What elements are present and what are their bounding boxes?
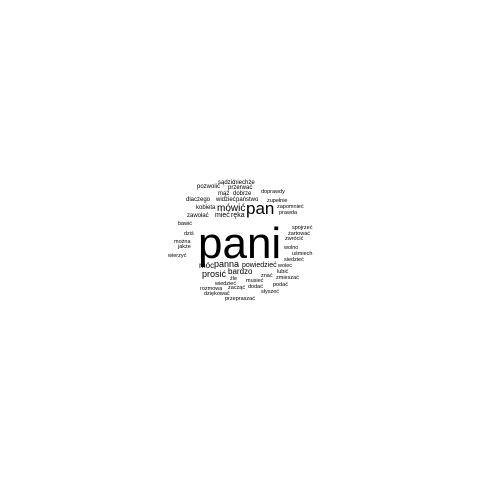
cloud-word: wolec (278, 263, 293, 269)
cloud-word: zupełnie (267, 198, 288, 204)
cloud-word: zwrócić (285, 236, 304, 242)
cloud-word: ręka (231, 212, 245, 219)
cloud-word: pan (246, 199, 275, 218)
cloud-word: móc (199, 261, 215, 270)
cloud-word: przerwać (228, 185, 253, 191)
cloud-word: widzieć (216, 197, 236, 203)
cloud-word: wiedzieć (215, 281, 237, 287)
cloud-word: znać (261, 273, 273, 279)
cloud-word: dziś (184, 231, 194, 237)
cloud-word: siedzieć (284, 257, 304, 263)
cloud-word: mówić (217, 203, 246, 214)
cloud-word: panna (214, 259, 240, 269)
cloud-word: bardzo (228, 267, 253, 276)
cloud-word: zapomnieć (277, 204, 304, 210)
cloud-word: dobrze (233, 191, 252, 197)
cloud-word: lubić (277, 269, 289, 275)
cloud-word: doprawdy (261, 189, 285, 195)
cloud-word: powiedzieć (242, 262, 277, 269)
cloud-word: podać (273, 282, 288, 288)
cloud-word: żartować (288, 231, 311, 237)
cloud-word: wierzyć (168, 253, 187, 259)
cloud-word: kobieta (196, 205, 216, 211)
cloud-word: dlaczego (186, 197, 211, 203)
cloud-word: prawda (279, 210, 298, 216)
cloud-word: źle (230, 276, 238, 282)
cloud-word: uśmiech (292, 251, 313, 257)
cloud-word: prosić (202, 269, 227, 279)
cloud-word: można (174, 239, 191, 245)
cloud-word: dodać (248, 284, 263, 290)
cloud-word: mąż (218, 191, 230, 197)
cloud-word: mieć (215, 212, 230, 219)
cloud-word: jakże (178, 244, 191, 250)
cloud-word: bawić (178, 221, 193, 227)
cloud-word: pani (198, 219, 282, 268)
cloud-word: przepraszać (225, 296, 255, 302)
cloud-word: rozmowa (200, 286, 223, 292)
cloud-word: dziękować (204, 291, 230, 297)
cloud-word: państwo (236, 197, 259, 203)
cloud-word: słyszeć (261, 289, 280, 295)
cloud-word: sądzić (218, 180, 236, 186)
cloud-word: zacząć (228, 285, 246, 291)
cloud-word: spojrzeć (292, 225, 313, 231)
cloud-word: pozwolić (197, 184, 221, 190)
cloud-word: niechże (234, 180, 255, 186)
cloud-word: musieć (246, 278, 264, 284)
cloud-word: zawołać (187, 213, 209, 219)
cloud-word: wolno (284, 245, 299, 251)
cloud-word: zmieszać (276, 275, 299, 281)
